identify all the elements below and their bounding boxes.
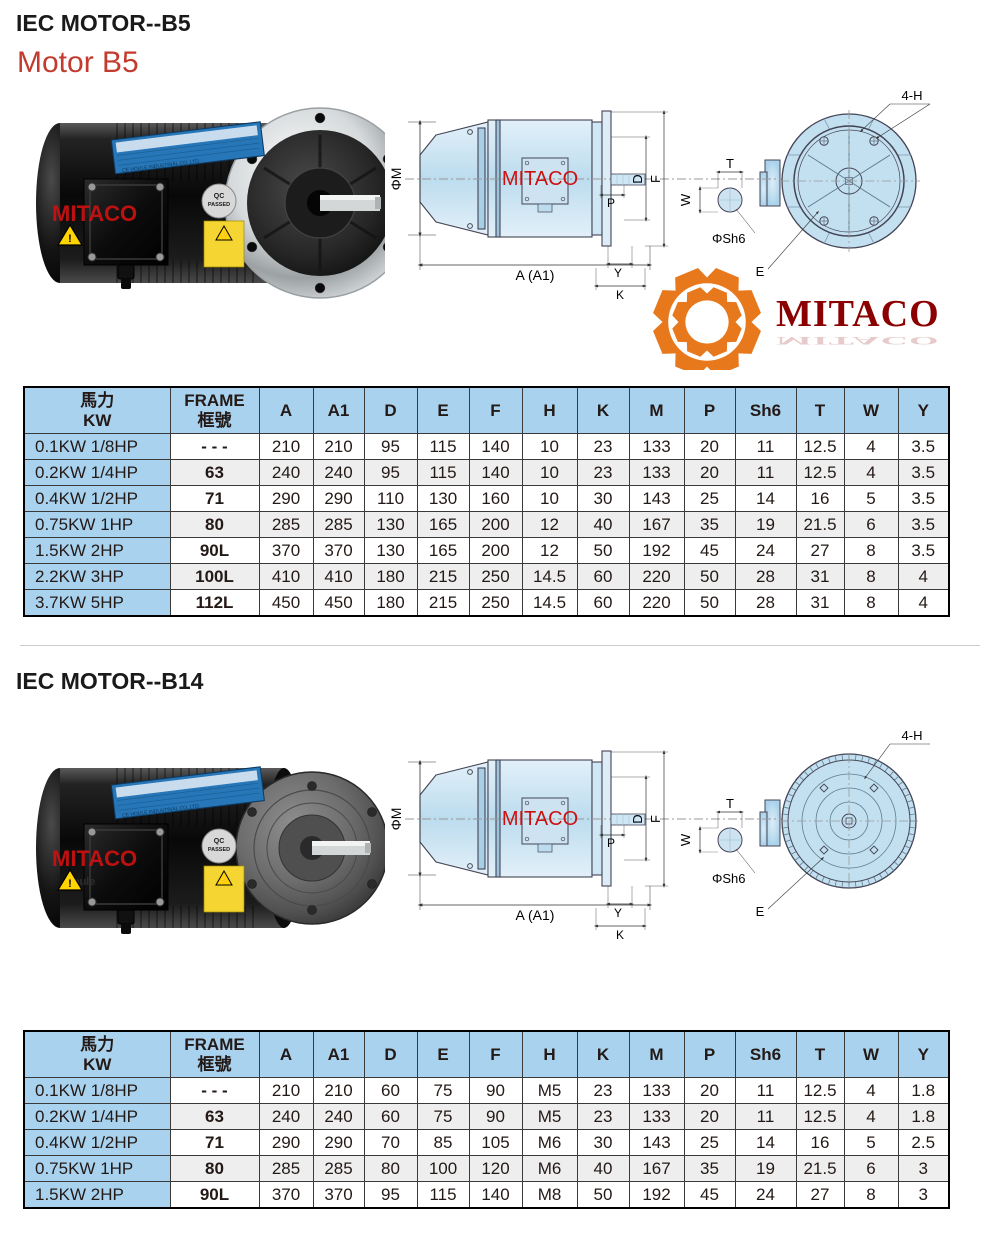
svg-text:T: T (726, 796, 734, 811)
svg-text:MITACO: MITACO (502, 168, 578, 190)
svg-text:ΦSh6: ΦSh6 (712, 871, 746, 886)
svg-text:P: P (607, 836, 615, 850)
svg-text:A (A1): A (A1) (516, 907, 555, 923)
svg-text:K: K (616, 288, 624, 302)
svg-text:Y: Y (614, 906, 622, 920)
svg-text:W: W (678, 833, 693, 846)
svg-text:QC: QC (214, 838, 225, 845)
svg-text:T: T (726, 156, 734, 171)
svg-text:MITACO: MITACO (52, 201, 137, 226)
svg-text:PASSED: PASSED (208, 202, 230, 208)
svg-text:F: F (648, 175, 663, 183)
svg-text:ΦM: ΦM (390, 168, 404, 191)
svg-text:W: W (678, 193, 693, 206)
svg-text:ΦSh6: ΦSh6 (712, 231, 746, 246)
svg-text:4-H: 4-H (902, 728, 923, 743)
svg-text:F: F (648, 815, 663, 823)
svg-text:D: D (630, 174, 645, 183)
svg-text:MITACO: MITACO (776, 293, 940, 335)
svg-text:MITACO: MITACO (776, 334, 940, 347)
svg-text:QC: QC (214, 193, 225, 200)
svg-text:Y: Y (614, 266, 622, 280)
svg-text:P: P (607, 196, 615, 210)
svg-text:4-H: 4-H (902, 88, 923, 103)
svg-text:!: ! (68, 233, 72, 245)
svg-text:⚡: ⚡ (219, 230, 229, 240)
svg-text:MITACO: MITACO (502, 808, 578, 830)
svg-text:E: E (756, 904, 765, 919)
svg-text:PASSED: PASSED (208, 847, 230, 853)
svg-text:A (A1): A (A1) (516, 267, 555, 283)
svg-text:⚡: ⚡ (219, 875, 229, 885)
svg-text:!: ! (68, 878, 72, 890)
svg-text:D: D (630, 814, 645, 823)
svg-text:MITACO: MITACO (52, 846, 137, 871)
svg-text:K: K (616, 928, 624, 942)
svg-text:ΦM: ΦM (390, 808, 404, 831)
